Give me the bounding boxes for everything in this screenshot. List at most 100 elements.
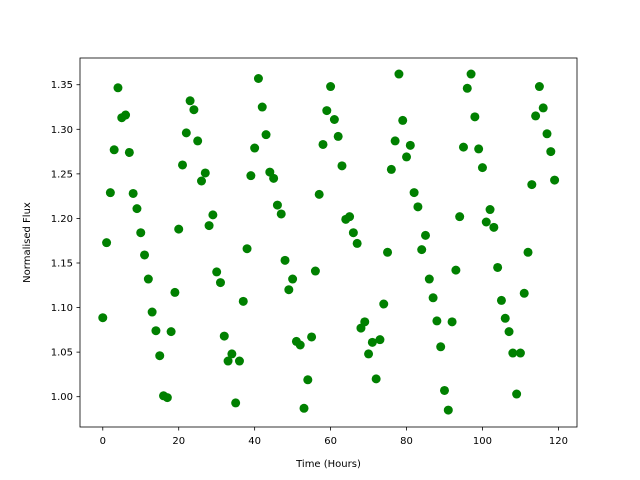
data-point <box>538 103 548 113</box>
data-point <box>212 267 222 277</box>
data-point <box>398 115 408 125</box>
data-point <box>326 82 336 92</box>
data-point <box>310 266 320 276</box>
data-point <box>550 175 560 185</box>
data-point <box>113 83 123 93</box>
data-point <box>455 212 465 222</box>
x-tick-label: 0 <box>100 436 106 447</box>
data-point <box>348 228 358 238</box>
data-point <box>162 393 172 403</box>
data-point <box>428 293 438 303</box>
data-point <box>466 69 476 79</box>
data-point <box>132 204 142 214</box>
data-point <box>178 160 188 170</box>
x-tick-label: 100 <box>473 436 492 447</box>
data-point <box>379 299 389 309</box>
data-point <box>531 111 541 121</box>
axes-frame <box>79 57 578 428</box>
data-point <box>189 105 199 115</box>
data-point <box>458 142 468 152</box>
data-point <box>288 274 298 284</box>
data-point <box>534 82 544 92</box>
data-point <box>215 278 225 288</box>
data-point <box>345 212 355 222</box>
y-tick-label: 1.30 <box>51 125 73 136</box>
data-point <box>485 205 495 215</box>
data-point <box>227 349 237 359</box>
y-tick-label: 1.20 <box>51 214 73 225</box>
data-point <box>208 210 218 220</box>
data-point <box>439 385 449 395</box>
x-tick-label: 120 <box>549 436 568 447</box>
data-point <box>109 145 119 155</box>
data-point <box>318 139 328 149</box>
data-point <box>98 313 108 323</box>
data-point <box>352 238 362 248</box>
data-point <box>329 115 339 124</box>
data-point <box>519 288 529 298</box>
data-point <box>314 189 324 199</box>
data-point <box>443 405 453 415</box>
data-point <box>337 161 347 171</box>
data-point <box>402 152 412 162</box>
data-point <box>489 222 499 232</box>
data-point <box>155 351 165 361</box>
data-point <box>436 342 446 352</box>
data-point <box>333 131 343 141</box>
data-point <box>493 262 503 272</box>
data-point <box>432 316 442 326</box>
data-point <box>246 171 256 181</box>
data-point <box>253 74 263 83</box>
data-point <box>231 398 241 408</box>
data-point <box>496 295 506 305</box>
data-point <box>405 140 415 150</box>
data-point <box>307 332 317 342</box>
data-point <box>276 209 286 219</box>
data-point <box>174 224 184 234</box>
x-axis-label: Time (Hours) <box>295 459 361 470</box>
data-point <box>504 327 514 337</box>
data-point <box>280 255 290 265</box>
data-point <box>151 326 161 336</box>
data-point <box>196 176 206 186</box>
data-point <box>390 136 400 146</box>
data-point <box>383 247 393 257</box>
data-point <box>451 265 461 275</box>
data-point <box>386 164 396 174</box>
data-point <box>257 102 267 112</box>
data-point <box>481 217 491 227</box>
data-point <box>136 228 146 238</box>
data-point <box>364 349 374 359</box>
x-tick-label: 40 <box>248 436 261 447</box>
data-point <box>242 244 252 254</box>
data-point <box>371 374 381 384</box>
data-point <box>121 110 131 120</box>
data-point <box>272 200 282 210</box>
data-point <box>421 230 431 240</box>
data-point <box>102 238 112 248</box>
y-tick-label: 1.00 <box>51 392 73 403</box>
data-point <box>170 287 180 297</box>
data-point <box>299 403 309 413</box>
data-point <box>542 129 552 139</box>
data-point <box>360 317 370 327</box>
data-point <box>470 112 480 122</box>
data-point <box>181 128 191 138</box>
data-point <box>193 136 203 146</box>
data-point <box>424 274 434 284</box>
data-point <box>508 348 518 358</box>
data-point <box>515 348 525 358</box>
data-point <box>295 340 305 350</box>
y-tick-label: 1.15 <box>51 259 73 270</box>
data-point <box>512 389 522 399</box>
data-point <box>375 335 385 345</box>
data-point <box>500 313 510 323</box>
data-point <box>447 317 457 327</box>
data-point <box>185 96 195 106</box>
data-point <box>250 143 260 153</box>
data-point <box>394 69 404 79</box>
y-tick-label: 1.05 <box>51 348 73 359</box>
data-point <box>284 285 294 295</box>
data-point <box>477 163 487 173</box>
data-point <box>140 250 150 260</box>
